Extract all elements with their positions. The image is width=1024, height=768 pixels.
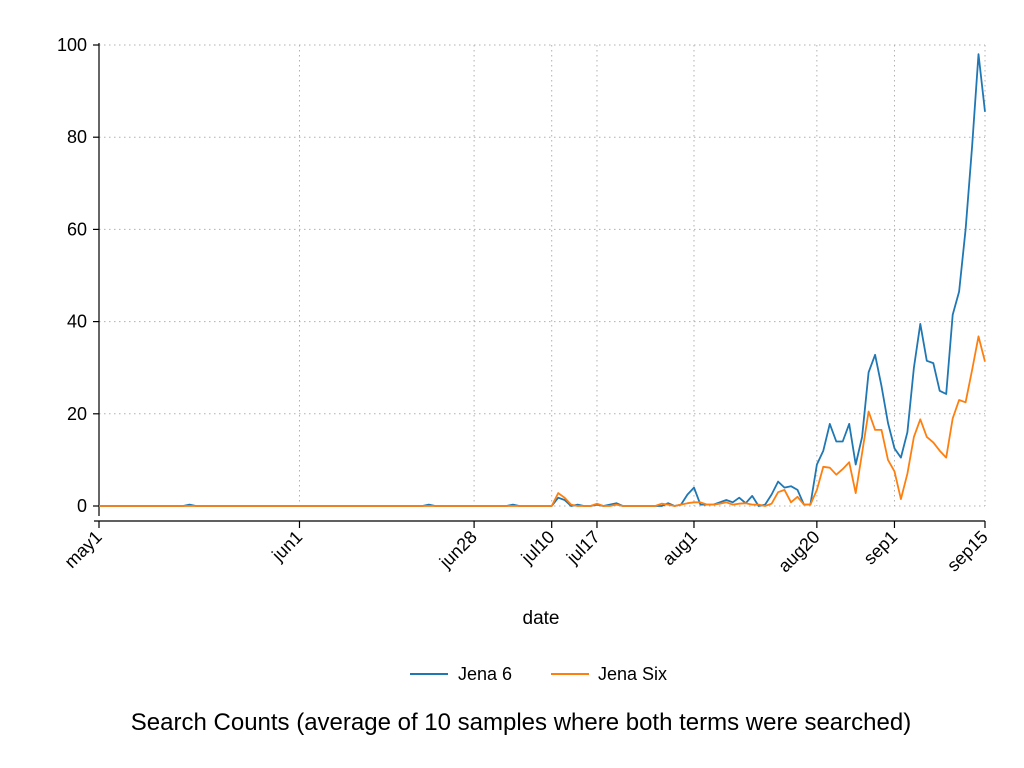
y-tick-label: 40: [67, 312, 87, 332]
x-tick-label: sep1: [860, 527, 902, 569]
chart-caption: Search Counts (average of 10 samples whe…: [131, 709, 911, 736]
x-axis-title: date: [523, 608, 560, 629]
y-tick-label: 20: [67, 404, 87, 424]
x-tick-label: aug20: [774, 527, 824, 577]
x-axis-ticks: may1 jun1 jun28 jul10 jul17 aug1 aug20 sep1 sep1…: [61, 521, 992, 576]
series-layer: [99, 53, 986, 507]
axes: [94, 43, 985, 522]
y-axis-ticks: 0 20 40 60 80 100: [57, 35, 99, 516]
x-tick-label: jul17: [562, 527, 604, 569]
legend-label: Jena Six: [598, 664, 667, 684]
y-tick-label: 80: [67, 127, 87, 147]
x-tick-label: jun28: [435, 527, 481, 573]
series-line-jena-six: [99, 335, 986, 507]
y-tick-label: 0: [77, 496, 87, 516]
y-tick-label: 60: [67, 219, 87, 239]
x-tick-label: sep15: [943, 527, 992, 576]
series-line-jena-6: [99, 53, 986, 507]
legend-label: Jena 6: [458, 664, 512, 684]
legend: Jena 6 Jena Six: [410, 664, 667, 684]
y-tick-label: 100: [57, 35, 87, 55]
x-tick-label: jun1: [267, 527, 306, 566]
x-tick-label: may1: [61, 527, 106, 572]
x-tick-label: aug1: [658, 527, 700, 569]
x-tick-label: jul10: [517, 527, 559, 569]
